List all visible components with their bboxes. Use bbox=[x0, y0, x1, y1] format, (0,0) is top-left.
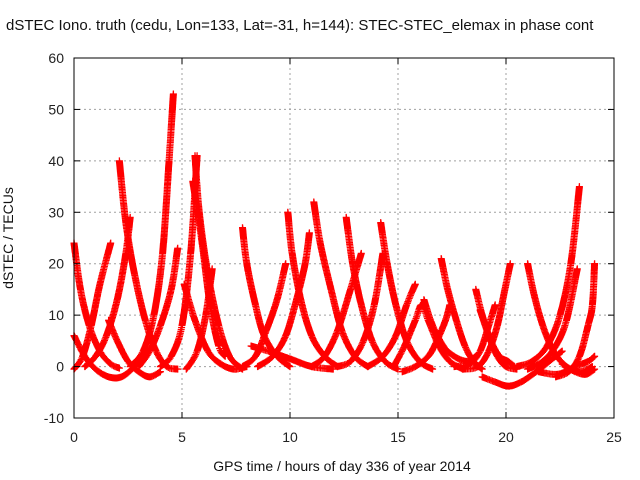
y-axis-title: dSTEC / TECUs bbox=[0, 187, 16, 289]
x-tick-label: 25 bbox=[606, 429, 622, 445]
series-marker-path bbox=[534, 352, 599, 378]
plot-frame bbox=[73, 57, 615, 419]
y-tick-label: 60 bbox=[48, 50, 64, 66]
y-tick-label: 30 bbox=[48, 204, 64, 220]
series-marker-path bbox=[126, 90, 177, 371]
y-tick-label: 20 bbox=[48, 256, 64, 272]
x-tick-label: 5 bbox=[178, 429, 186, 445]
axis-ticks: 0 5 10 15 20 25 -10 0 10 20 30 40 50 60 bbox=[44, 50, 622, 445]
series-arc-36 bbox=[524, 265, 581, 373]
series-arc-24 bbox=[364, 280, 419, 371]
y-tick-label: 50 bbox=[48, 101, 64, 117]
y-tick-label: 40 bbox=[48, 153, 64, 169]
chart-title: dSTEC Iono. truth (cedu, Lon=133, Lat=-3… bbox=[6, 17, 594, 34]
series-marker-path bbox=[364, 280, 419, 371]
series-arc-17 bbox=[254, 229, 313, 371]
series-arc-23 bbox=[377, 219, 437, 373]
x-tick-label: 20 bbox=[498, 429, 514, 445]
series-marker-path bbox=[377, 219, 437, 373]
series-marker-path bbox=[182, 265, 216, 373]
series-marker-path bbox=[135, 244, 182, 371]
series-arc-13 bbox=[182, 265, 216, 373]
data-marks bbox=[70, 90, 599, 390]
x-tick-label: 0 bbox=[70, 429, 78, 445]
y-tick-label: -10 bbox=[44, 410, 64, 426]
y-tick-label: 0 bbox=[56, 359, 64, 375]
x-tick-label: 15 bbox=[390, 429, 406, 445]
series-arc-22 bbox=[334, 249, 387, 371]
series-marker-path bbox=[513, 183, 583, 371]
series-arc-35 bbox=[513, 183, 583, 371]
series-marker-path bbox=[334, 249, 387, 371]
series-arc-32 bbox=[476, 306, 521, 373]
series-arc-8 bbox=[135, 244, 182, 371]
y-tick-label: 10 bbox=[48, 307, 64, 323]
x-tick-label: 10 bbox=[282, 429, 298, 445]
series-arc-7 bbox=[126, 90, 177, 371]
series-marker-path bbox=[476, 306, 521, 373]
x-axis-title: GPS time / hours of day 336 of year 2014 bbox=[213, 458, 471, 474]
series-marker-path bbox=[524, 265, 581, 373]
series-marker-path bbox=[254, 229, 313, 371]
series-arc-39 bbox=[534, 352, 599, 378]
